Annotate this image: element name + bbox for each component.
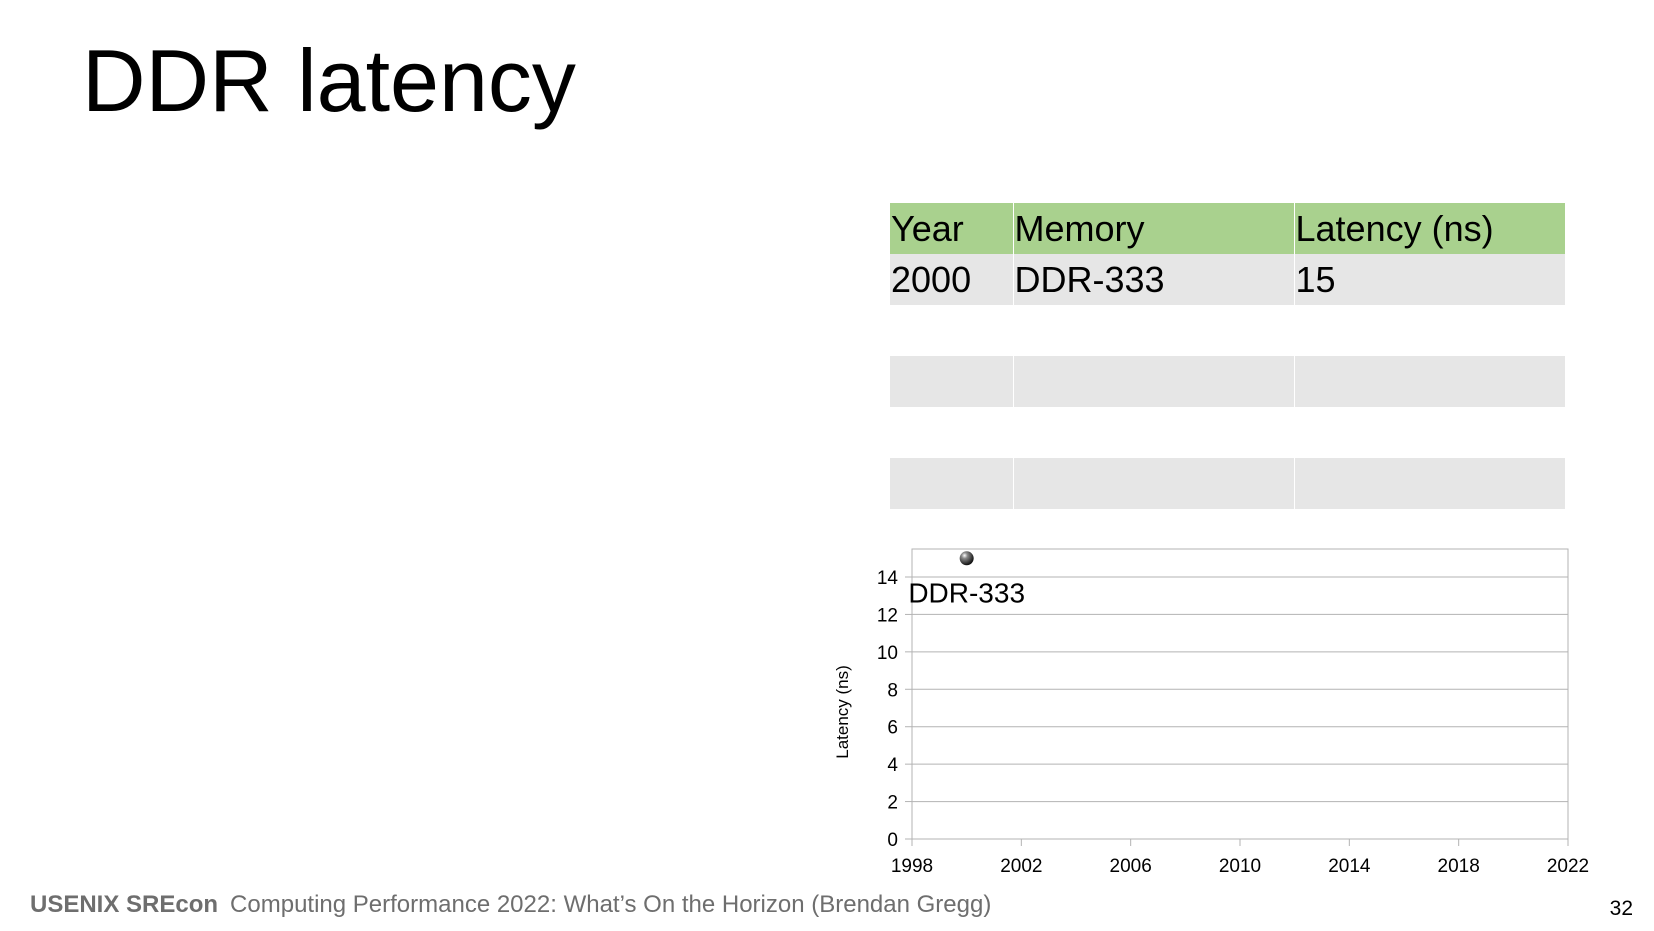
gridlines [912,576,1568,840]
cell-latency [1293,458,1565,509]
cell-memory [1012,458,1294,509]
cell-latency [1293,356,1565,407]
data-label: DDR-333 [908,577,1025,608]
table-row [890,356,1565,407]
page-number: 32 [1609,897,1633,920]
y-tick-label: 4 [887,755,898,776]
header-year: Year [890,203,1013,254]
slide-title: DDR latency [82,31,576,130]
cell-year [890,458,1013,509]
cell-memory [1012,356,1294,407]
cell-latency [1293,407,1565,458]
header-latency: Latency (ns) [1293,203,1565,254]
cell-year [890,407,1013,458]
table-row [890,509,1565,560]
memory-latency-table: Year Memory Latency (ns) 2000 DDR-333 15 [890,203,1565,560]
y-tick-label: 6 [887,718,898,739]
footer: USENIX SREcon Computing Performance 2022:… [30,891,991,919]
x-tick-label: 2022 [1547,856,1589,877]
cell-latency [1293,305,1565,356]
y-tick-label: 12 [877,605,898,626]
y-tick-label: 8 [887,680,898,701]
table-header-row: Year Memory Latency (ns) [890,203,1565,254]
x-tick-label: 2002 [1000,856,1042,877]
x-tick-label: 2018 [1438,856,1480,877]
x-tick-label: 2006 [1110,856,1152,877]
x-tick-label: 2010 [1219,856,1261,877]
cell-latency [1293,509,1565,560]
cell-memory [1012,509,1294,560]
table-row: 2000 DDR-333 15 [890,254,1565,305]
cell-memory [1012,407,1294,458]
x-axis-ticks: 1998 2002 2006 2010 2014 2018 2022 [891,839,1589,877]
footer-conference: USENIX SREcon [30,891,219,918]
y-tick-label: 14 [877,568,899,589]
y-axis-label: Latency (ns) [833,665,852,759]
cell-year [890,305,1013,356]
footer-talk-title: Computing Performance 2022: What’s On th… [230,891,992,918]
header-memory: Memory [1012,203,1294,254]
plot-area [911,548,1569,840]
cell-year: 2000 [890,254,1013,305]
y-tick-label: 10 [877,643,898,664]
plot-border [911,548,1569,840]
cell-memory [1012,305,1294,356]
cell-year [890,356,1013,407]
cell-year [890,509,1013,560]
cell-latency: 15 [1293,254,1565,305]
cell-memory: DDR-333 [1012,254,1294,305]
x-tick-label: 2014 [1328,856,1371,877]
x-tick-label: 1998 [891,856,933,877]
y-axis-ticks: 0 2 4 6 8 10 12 14 [877,568,912,851]
table-row [890,458,1565,509]
table-row [890,407,1565,458]
y-tick-label: 0 [887,830,898,851]
y-tick-label: 2 [887,793,898,814]
table-row [890,305,1565,356]
